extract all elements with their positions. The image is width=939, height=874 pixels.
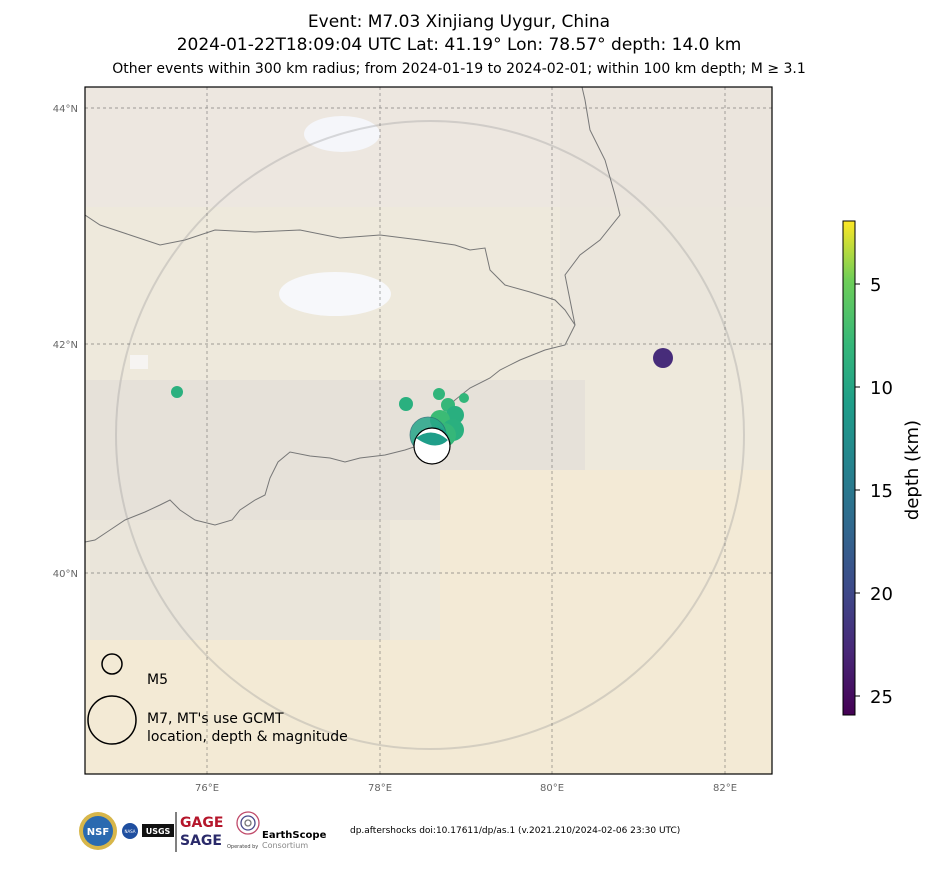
earthscope-logo-text: EarthScope [262, 830, 327, 841]
event-marker [653, 348, 673, 368]
event-marker [171, 386, 183, 398]
earthscope-logo-icon: EarthScope Consortium Operated by [227, 811, 327, 850]
gage-logo-text: GAGE [180, 815, 223, 831]
footer-logos: NSF NASA USGS GAGE SAGE EarthScope Conso… [79, 811, 327, 852]
legend-m7-circle [87, 695, 137, 745]
nasa-logo-icon: NASA [122, 823, 138, 839]
lat-tick-40: 40°N [53, 569, 78, 580]
colorbar-tick-10: 10 [870, 378, 893, 399]
lat-tick-44: 44°N [53, 104, 78, 115]
usgs-logo-text: USGS [146, 827, 171, 836]
legend-m7-detail: location, depth & magnitude [147, 729, 348, 745]
sage-logo-text: SAGE [180, 833, 222, 849]
nsf-logo-icon: NSF [79, 812, 117, 850]
map-frame [84, 86, 773, 775]
axis-labels: 44°N 42°N 40°N 76°E 78°E 80°E 82°E [53, 104, 737, 794]
event-marker [399, 397, 413, 411]
lat-tick-42: 42°N [53, 340, 78, 351]
map-subtitle: Other events within 300 km radius; from … [112, 61, 806, 77]
colorbar-label: depth (km) [902, 420, 923, 520]
footer-doi: dp.aftershocks doi:10.17611/dp/as.1 (v.2… [350, 826, 681, 836]
nsf-logo-text: NSF [87, 827, 109, 838]
legend-m5-circle [101, 653, 123, 675]
depth-colorbar: 5 10 15 20 25 depth (km) [842, 220, 923, 716]
legend-m5-label: M5 [147, 672, 168, 688]
colorbar-tick-15: 15 [870, 481, 893, 502]
legend-m7-label: M7, MT's use GCMT [147, 711, 284, 727]
event-marker [433, 388, 445, 400]
usgs-logo-icon: USGS [142, 824, 174, 837]
nasa-logo-text: NASA [124, 829, 135, 834]
colorbar-tick-5: 5 [870, 275, 881, 296]
lon-tick-82: 82°E [713, 783, 737, 794]
mainshock-beachball-icon [413, 427, 451, 465]
event-marker [459, 393, 469, 403]
operated-by-text: Operated by [227, 844, 258, 850]
map-title-line1: Event: M7.03 Xinjiang Uygur, China [307, 12, 611, 32]
colorbar-tick-20: 20 [870, 584, 893, 605]
lon-tick-80: 80°E [540, 783, 564, 794]
colorbar-tick-25: 25 [870, 687, 893, 708]
lon-tick-76: 76°E [195, 783, 219, 794]
map-title-line2: 2024-01-22T18:09:04 UTC Lat: 41.19° Lon:… [176, 35, 742, 55]
lon-tick-78: 78°E [368, 783, 392, 794]
terrain-layer [85, 87, 772, 774]
earthscope-consortium-text: Consortium [262, 841, 308, 850]
